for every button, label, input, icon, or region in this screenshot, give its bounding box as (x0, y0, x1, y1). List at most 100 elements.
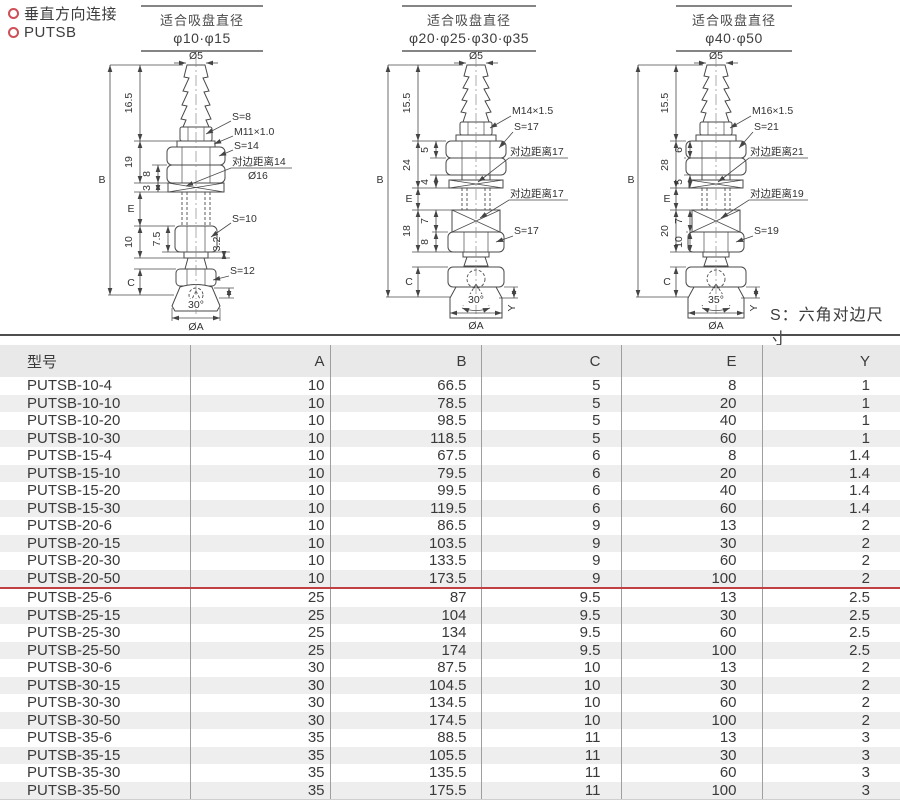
value-cell: 1 (761, 394, 900, 412)
dim-label-e: E (663, 193, 670, 205)
table-header-row: 型号 A B C E Y (0, 345, 900, 377)
dim-label-10: 10 (673, 236, 685, 248)
value-cell: 104.5 (329, 676, 481, 694)
dim-label-7-5: 7.5 (151, 232, 163, 247)
value-cell: 66.5 (329, 377, 481, 395)
table-row: PUTSB-10-10 10 78.5 5 20 1 (0, 394, 900, 412)
value-cell: 2 (761, 534, 900, 552)
spec-header-3: 适合吸盘直径 φ40·φ50 (676, 5, 792, 52)
dim-label-20: 20 (659, 225, 671, 237)
spec-header-diameters: φ20·φ25·φ30·φ35 (408, 30, 530, 46)
label-s21: S=21 (754, 121, 779, 133)
value-cell: 10 (189, 569, 330, 589)
label-thread: M11×1.0 (234, 126, 275, 138)
spec-header-diameters: φ40·φ50 (705, 30, 763, 46)
value-cell: 10 (189, 377, 330, 395)
value-cell: 88.5 (329, 729, 481, 747)
value-cell: 60 (620, 499, 762, 517)
value-cell: 2 (761, 676, 900, 694)
label-angle: 30° (188, 299, 204, 311)
value-cell: 2 (761, 517, 900, 535)
value-cell: 25 (189, 641, 330, 659)
value-cell: 10 (189, 534, 330, 552)
value-cell: 9 (480, 534, 621, 552)
dim-label-18: 18 (401, 225, 413, 237)
dim-top-diameter: Ø5 (709, 50, 723, 62)
value-cell: 174.5 (329, 711, 481, 729)
series-name: PUTSB (24, 24, 77, 41)
value-cell: 100 (620, 711, 762, 729)
value-cell: 118.5 (329, 429, 481, 447)
dim-label-3: 3 (141, 185, 153, 191)
value-cell: 173.5 (329, 569, 481, 589)
value-cell: 25 (189, 606, 330, 624)
dim-label-b: B (376, 174, 383, 186)
value-cell: 13 (620, 517, 762, 535)
spec-header-title: 适合吸盘直径 (426, 13, 511, 28)
dim-label-6: 6 (673, 147, 685, 153)
value-cell: 133.5 (329, 552, 481, 570)
table-row: PUTSB-35-15 35 105.5 11 30 3 (0, 746, 900, 764)
page-title: 垂直方向连接 (24, 6, 118, 23)
value-cell: 10 (189, 499, 330, 517)
table-row: PUTSB-15-20 10 99.5 6 40 1.4 (0, 482, 900, 500)
value-cell: 2 (761, 694, 900, 712)
model-cell: PUTSB-10-10 (0, 394, 190, 412)
dim-label-8: 8 (419, 239, 431, 245)
value-cell: 40 (620, 412, 762, 430)
value-cell: 174 (329, 641, 481, 659)
table-top-rule (0, 334, 900, 336)
label-s17-top: S=17 (514, 121, 539, 133)
value-cell: 13 (620, 729, 762, 747)
value-cell: 30 (620, 746, 762, 764)
model-cell: PUTSB-30-6 (27, 659, 113, 676)
table-row: PUTSB-30-50 30 174.5 10 100 2 (0, 711, 900, 729)
value-cell: 30 (189, 659, 330, 677)
value-cell: 1 (761, 377, 900, 395)
label-across-flats-14: 对边距离14 (232, 155, 286, 168)
column-header-y: Y (761, 345, 900, 377)
dim-label-c: C (127, 277, 135, 289)
hex-flats-note: S：六角对边尺寸 (770, 307, 884, 348)
column-header-e: E (620, 345, 762, 377)
label-angle: 35° (708, 294, 724, 306)
value-cell: 20 (620, 394, 762, 412)
value-cell: 11 (480, 781, 621, 800)
value-cell: 1.4 (761, 464, 900, 482)
table-row: PUTSB-30-30 30 134.5 10 60 2 (0, 694, 900, 712)
spec-header-2: 适合吸盘直径 φ20·φ25·φ30·φ35 (402, 5, 536, 52)
dim-label-4: 4 (419, 179, 431, 185)
value-cell: 9.5 (480, 641, 621, 659)
value-cell: 9.5 (480, 624, 621, 642)
value-cell: 119.5 (329, 499, 481, 517)
column-header-b: B (329, 345, 481, 377)
value-cell: 103.5 (329, 534, 481, 552)
label-dia-16: Ø16 (248, 170, 268, 182)
table-row: PUTSB-25-50 25 174 9.5 100 2.5 (0, 641, 900, 659)
value-cell: 30 (620, 676, 762, 694)
value-cell: 10 (189, 412, 330, 430)
dim-label-7: 7 (673, 218, 685, 224)
label-s8: S=8 (232, 111, 251, 123)
value-cell: 13 (620, 588, 762, 607)
value-cell: 10 (189, 552, 330, 570)
value-cell: 2 (761, 552, 900, 570)
label-across-flats-17a: 对边距离17 (510, 145, 564, 158)
value-cell: 6 (480, 464, 621, 482)
dim-label-24: 24 (401, 159, 413, 171)
table-row: PUTSB-20-15 10 103.5 9 30 2 (0, 534, 900, 552)
label-s10: S=10 (232, 213, 257, 225)
model-cell: PUTSB-15-10 (0, 464, 190, 482)
value-cell: 2.5 (761, 624, 900, 642)
column-header-model: 型号 (0, 345, 190, 377)
value-cell: 30 (620, 606, 762, 624)
bullet-icon (8, 27, 19, 38)
model-cell: PUTSB-35-30 (27, 764, 121, 781)
value-cell: 99.5 (329, 482, 481, 500)
value-cell: 6 (480, 482, 621, 500)
model-cell: PUTSB-35-50 (0, 781, 190, 800)
model-cell: PUTSB-35-15 (0, 746, 190, 764)
title-block: 垂直方向连接 PUTSB (8, 4, 117, 42)
value-cell: 35 (189, 746, 330, 764)
value-cell: 60 (620, 694, 762, 712)
